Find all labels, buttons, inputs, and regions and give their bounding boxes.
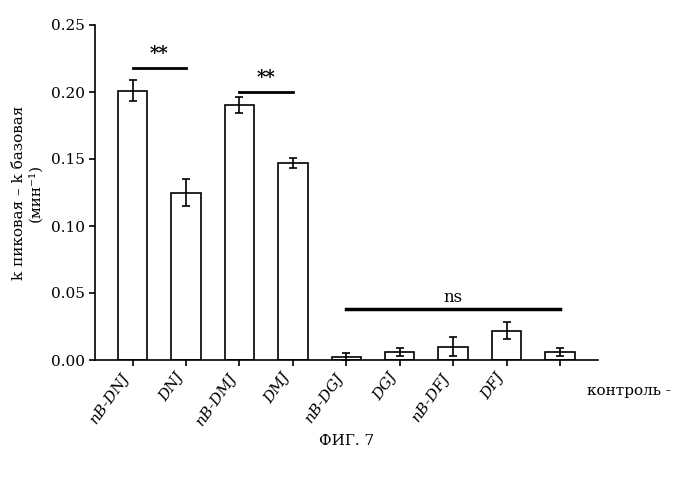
Bar xyxy=(545,352,574,360)
Bar xyxy=(492,330,521,360)
Bar xyxy=(225,106,254,360)
Bar xyxy=(118,90,147,360)
Y-axis label: k пиковая – k базовая
(мин⁻¹): k пиковая – k базовая (мин⁻¹) xyxy=(12,106,42,280)
Bar xyxy=(171,192,201,360)
Bar xyxy=(385,352,414,360)
Text: ns: ns xyxy=(443,290,462,306)
Text: контроль -: контроль - xyxy=(587,384,671,398)
Bar xyxy=(278,163,308,360)
Text: **: ** xyxy=(257,68,276,86)
X-axis label: ФИГ. 7: ФИГ. 7 xyxy=(318,434,374,448)
Text: **: ** xyxy=(150,44,168,62)
Bar xyxy=(439,346,468,360)
Bar xyxy=(331,358,361,360)
